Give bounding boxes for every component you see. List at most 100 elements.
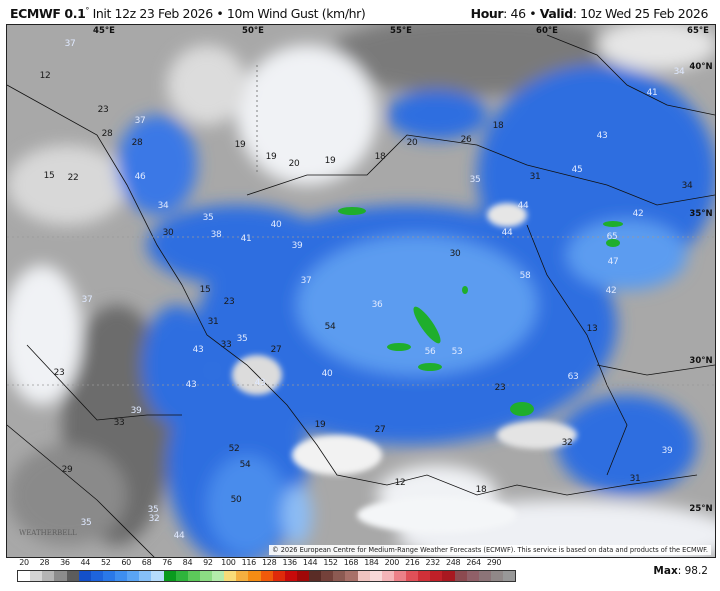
legend-swatch <box>345 571 358 581</box>
legend-swatch <box>503 571 516 581</box>
max-value: Max: 98.2 <box>653 565 708 577</box>
separator: • <box>529 6 537 21</box>
legend-swatch <box>18 571 31 581</box>
gust-value-label: 65 <box>606 232 618 242</box>
calm-spot <box>357 497 517 533</box>
wind-gust-map[interactable]: 12 37 23 28 37 28 15 22 46 34 35 30 38 41 40 39 37 19 19 20… <box>6 24 716 558</box>
gust-value-label: 23 <box>223 297 235 307</box>
legend-swatch <box>212 571 225 581</box>
dark-zone <box>7 445 127 545</box>
legend-swatch <box>454 571 467 581</box>
legend-swatch <box>369 571 382 581</box>
gust-value-label: 13 <box>586 324 598 334</box>
legend-swatch <box>272 571 285 581</box>
green-patch <box>338 207 366 215</box>
legend-tick: 216 <box>405 558 420 567</box>
legend-tick: 44 <box>80 558 91 567</box>
legend-tick: 128 <box>262 558 277 567</box>
legend-swatch <box>260 571 273 581</box>
legend-swatch <box>163 571 176 581</box>
gust-value-label: 35 <box>147 505 159 515</box>
gust-value-label: 52 <box>228 444 240 454</box>
calm-zone <box>597 25 715 70</box>
max-label: Max <box>653 565 678 577</box>
green-patch <box>462 286 468 294</box>
gust-value-label: 43 <box>596 131 608 141</box>
gust-value-label: 45 <box>571 165 583 175</box>
legend-swatch <box>151 571 164 581</box>
high-gust-patches <box>338 207 623 416</box>
legend-tick-labels: 20 28 36 44 52 60 68 76 84 92 100 116 128 136 144 152 16… <box>18 558 514 568</box>
gust-value-label: 37 <box>64 39 76 49</box>
gust-value-label: 30 <box>162 228 174 238</box>
header-title: ECMWF 0.1° Init 12z 23 Feb 2026 • 10m Wi… <box>10 6 366 22</box>
legend-swatch <box>102 571 115 581</box>
legend-swatch <box>333 571 346 581</box>
max-number: : 98.2 <box>677 565 708 577</box>
legend-swatch <box>357 571 370 581</box>
gust-value-label: 26 <box>460 135 472 145</box>
legend-tick: 100 <box>221 558 236 567</box>
hour-label: Hour <box>470 6 504 21</box>
gust-value-label: 40 <box>270 220 282 230</box>
field-name: 10m Wind Gust (km/hr) <box>226 6 366 22</box>
gust-value-label: 40 <box>321 369 333 379</box>
valid-label: Valid <box>539 6 573 21</box>
hour-value: : 46 <box>503 6 526 21</box>
degree-mark: ° <box>85 6 89 15</box>
gust-value-label: 20 <box>288 159 300 169</box>
legend-swatch <box>187 571 200 581</box>
gust-value-label: 23 <box>494 383 506 393</box>
legend-tick: 200 <box>384 558 400 567</box>
legend-tick: 92 <box>203 558 213 567</box>
legend-swatch <box>30 571 43 581</box>
legend-swatch <box>442 571 455 581</box>
legend-swatch <box>115 571 128 581</box>
gust-value-label: 28 <box>101 129 113 139</box>
gust-value-label: 39 <box>130 406 142 416</box>
gust-value-label: 38 <box>210 230 222 240</box>
gust-value-label: 36 <box>371 300 383 310</box>
legend-tick: 152 <box>323 558 338 567</box>
gust-value-label: 35 <box>202 213 214 223</box>
gust-value-label: 28 <box>131 138 143 148</box>
legend-tick: 144 <box>302 558 318 567</box>
legend-swatch <box>78 571 91 581</box>
gust-value-label: 34 <box>681 181 693 191</box>
gust-value-label: 12 <box>394 478 406 488</box>
legend-tick: 116 <box>241 558 257 567</box>
legend-tick: 264 <box>466 558 481 567</box>
gust-value-label: 35 <box>469 175 481 185</box>
gust-value-label: 32 <box>561 438 573 448</box>
gust-value-label: 19 <box>265 152 277 162</box>
calm-zone <box>167 45 247 125</box>
gust-value-label: 18 <box>492 121 504 131</box>
gust-value-label: 46 <box>134 172 146 182</box>
legend-tick: 84 <box>182 558 193 567</box>
legend-tick: 28 <box>39 558 50 567</box>
gust-value-label: 23 <box>97 105 109 115</box>
gust-value-label: 35 <box>236 334 248 344</box>
legend-swatch <box>284 571 297 581</box>
lon-label: 45°E <box>93 26 115 36</box>
green-patch <box>387 343 411 351</box>
gust-value-label: 63 <box>567 372 579 382</box>
legend-swatch <box>90 571 103 581</box>
gust-value-label: 15 <box>199 285 211 295</box>
header-valid: Hour: 46 • Valid: 10z Wed 25 Feb 2026 <box>470 6 709 21</box>
gust-value-label: 32 <box>148 514 160 524</box>
gust-value-label: 42 <box>632 209 644 219</box>
legend-tick: 136 <box>282 558 297 567</box>
gust-value-label: 34 <box>673 67 685 77</box>
gust-value-label: 33 <box>220 340 232 350</box>
legend-swatch <box>381 571 394 581</box>
lat-label: 35°N <box>689 209 713 219</box>
calm-zone <box>7 265 82 405</box>
gust-value-label: 29 <box>61 465 73 475</box>
lon-label: 55°E <box>390 26 412 36</box>
lon-label: 50°E <box>242 26 264 36</box>
gust-zone-blue <box>117 115 197 215</box>
gust-value-label: 15 <box>43 171 55 181</box>
legend-swatch <box>175 571 188 581</box>
gust-value-label: 47 <box>607 257 619 267</box>
